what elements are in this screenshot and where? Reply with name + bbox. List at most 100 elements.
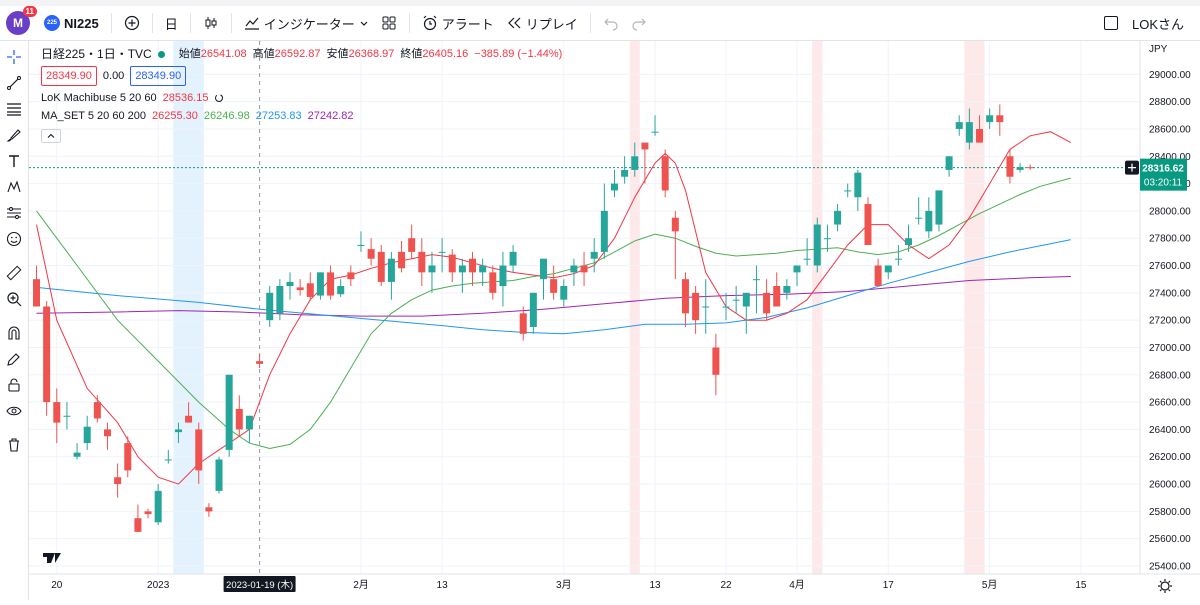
magnet-tool[interactable] [4,323,24,343]
candle-body [154,490,162,523]
replay-label: リプレイ [525,16,578,32]
candle-down [408,224,416,259]
chart-legend: 日経225・1日・TVC 始値26541.08 高値26592.87 安値263… [41,45,562,145]
brush-tool[interactable] [4,125,24,145]
price-tick-label: 27600.00 [1149,261,1191,272]
candle-body [225,374,233,450]
gear-icon [1160,581,1170,591]
time-axis[interactable] [29,574,1140,600]
text-tool[interactable] [4,151,24,171]
candle-body [874,265,882,287]
undo-button[interactable] [597,9,625,37]
toolbar-divider [189,13,191,33]
candle-up [651,115,659,136]
lock-drawings-tool[interactable] [4,375,24,395]
candle-body [550,279,558,293]
add-alert-plus-button[interactable] [1125,160,1139,175]
candle-down [256,354,264,368]
candle-down [306,272,314,300]
replay-button[interactable]: リプレイ [500,9,584,37]
indicator-row-machibuse[interactable]: LoK Machibuse 5 20 60 28536.15 [41,89,562,107]
candle-up [894,245,902,266]
candle-down [976,115,984,143]
toolbar-divider [151,13,153,33]
candle-body [752,279,760,281]
prediction-tool[interactable] [4,203,24,223]
plus-circle-icon [124,15,139,31]
candle-up [752,265,760,314]
ohlc-close: 終値26405.16 [400,48,469,60]
candle-up [986,108,994,129]
candle-up [499,251,507,307]
toolbar-divider [408,13,410,33]
chart-area[interactable]: JPY 25400.00 25600.00 25800.00 26000.00 2620… [29,41,1200,600]
legend-symbol-title[interactable]: 日経225・1日・TVC [41,47,152,61]
fib-tool[interactable] [4,99,24,119]
sell-price-button[interactable]: 28349.90 [41,66,97,86]
candle-body [813,224,821,266]
candle-body [144,511,152,515]
indicator-row-ma-set[interactable]: MA_SET 5 20 60 200 26255.30 26246.98 272… [41,107,562,125]
candle-body [986,115,994,123]
candle-down [712,333,720,396]
interval-button[interactable]: 日 [159,9,184,37]
zoom-tool[interactable] [4,289,24,309]
tradingview-logo [43,553,61,563]
crosshair-date-label: 2023-01-19 (木) [226,579,293,591]
stay-drawing-tool[interactable] [4,349,24,369]
candle-body [793,265,801,273]
templates-button[interactable] [375,9,403,37]
chart-settings-button[interactable] [1158,579,1172,593]
trend-line-tool[interactable] [4,73,24,93]
ruler-tool[interactable] [4,263,24,283]
candle-body [905,238,913,246]
candle-up [357,231,365,252]
price-tick-label: 29000.00 [1149,70,1191,81]
alert-button[interactable]: アラート [416,9,500,37]
price-chart[interactable]: JPY 25400.00 25600.00 25800.00 26000.00 2620… [29,41,1200,600]
candle-up [590,238,598,273]
avatar-letter: M [13,16,23,30]
emoji-tool[interactable] [4,229,24,249]
time-tick-label: 2023 [147,580,170,591]
candle-body [286,281,294,287]
candle-down [763,279,771,321]
price-axis[interactable] [1140,41,1200,574]
candle-down [103,422,111,450]
pattern-tool[interactable] [4,177,24,197]
crosshair-tool[interactable] [4,47,24,67]
symbol-search-button[interactable]: 225 NI225 [38,9,105,37]
candle-up [813,217,821,273]
chart-top-toolbar: M 11 225 NI225 日 インジケーター アラート リプレイ [0,6,1200,41]
candle-down [681,272,689,327]
candle-body [823,238,831,240]
magnet-icon [8,326,20,340]
candle-up [245,415,253,444]
time-tick-label: 20 [51,580,63,591]
candle-up [83,415,91,450]
loading-cycle-icon [215,94,224,102]
chart-type-button[interactable] [197,9,225,37]
buy-price-button[interactable]: 28349.90 [130,66,187,86]
currency-label[interactable]: JPY [1149,44,1168,55]
redo-button[interactable] [625,9,653,37]
hide-drawings-tool[interactable] [4,401,24,421]
layout-name-button[interactable]: LOKさん [1098,9,1190,37]
candle-body [651,131,659,133]
candle-body [580,265,588,273]
candle-down [144,508,152,519]
user-avatar[interactable]: M 11 [6,6,37,35]
candle-body [256,361,264,364]
candle-body [864,204,872,246]
remove-drawings-tool[interactable] [4,435,24,455]
candle-body [590,251,598,259]
redo-icon [632,18,646,31]
candle-body [174,429,182,433]
candle-body [803,258,811,260]
candle-up [215,456,223,494]
indicators-button[interactable]: インジケーター [238,9,375,37]
legend-collapse-button[interactable] [41,129,61,143]
compare-symbol-button[interactable] [118,9,146,37]
eye-icon [6,406,22,416]
candles-icon [205,17,217,29]
